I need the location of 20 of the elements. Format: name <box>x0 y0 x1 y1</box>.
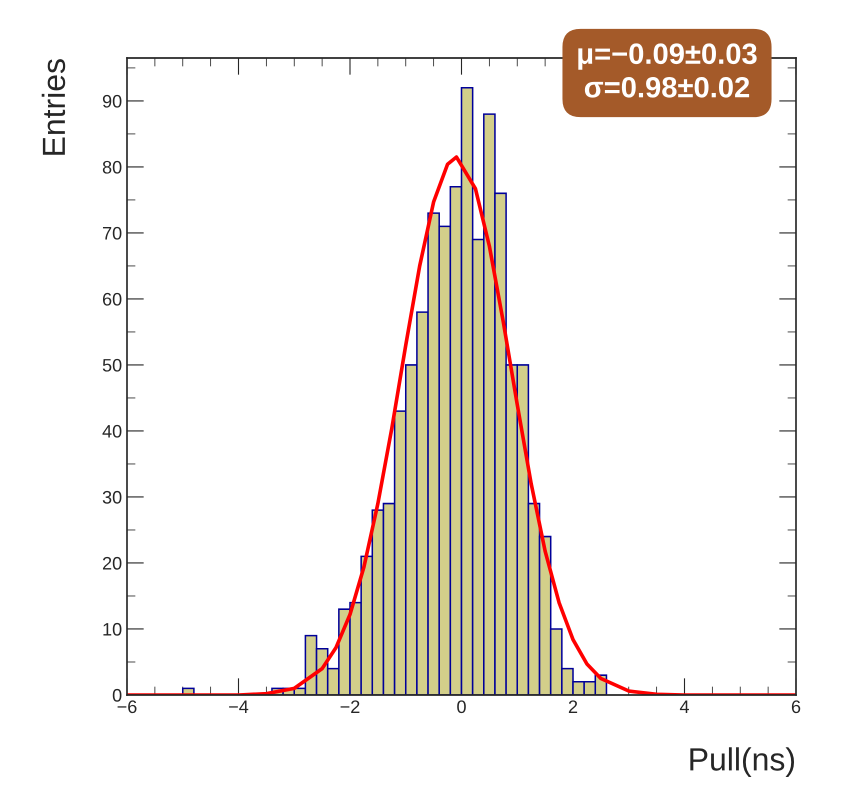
y-tick-label: 30 <box>102 490 122 504</box>
y-tick-label: 80 <box>102 160 122 174</box>
y-tick-label: 60 <box>102 292 122 306</box>
y-tick-label: 10 <box>103 622 122 636</box>
x-tick-label: −2 <box>340 700 360 713</box>
y-tick-label: 90 <box>102 94 122 108</box>
annotation: μ=−0.09±0.03 σ=0.98±0.02 <box>578 43 757 98</box>
y-tick-label: 20 <box>102 556 122 570</box>
x-axis-title: Pull(ns) <box>690 747 794 778</box>
x-tick-label: 6 <box>792 700 800 714</box>
y-tick-label: 40 <box>102 424 122 438</box>
x-tick-label: −4 <box>229 700 248 713</box>
y-axis-title: Entries <box>42 59 66 155</box>
y-tick-label: 50 <box>102 358 122 372</box>
y-tick-label: 0 <box>112 688 122 702</box>
x-tick-label: 0 <box>457 700 466 714</box>
x-tick-label: 2 <box>568 700 578 713</box>
y-tick-label: 70 <box>102 226 122 240</box>
x-tick-label: 4 <box>680 700 689 713</box>
x-tick-label: −6 <box>118 700 136 714</box>
